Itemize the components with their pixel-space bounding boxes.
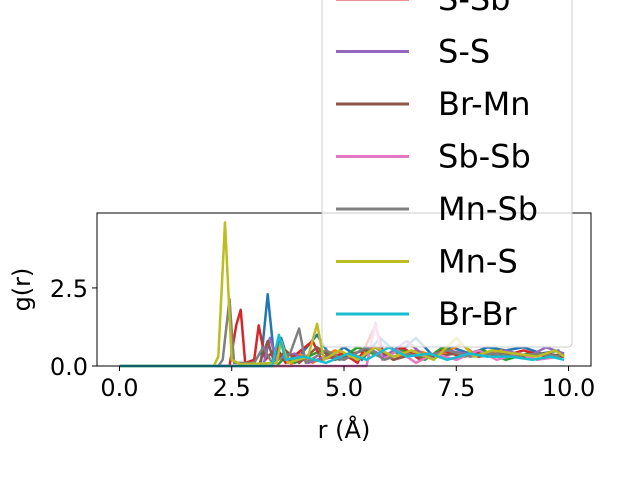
legend-entry-label: Mn-Sb	[438, 190, 538, 228]
y-tick-label: 2.5	[50, 275, 88, 303]
legend-entry-label: Br-Br	[438, 295, 517, 333]
legend-entry-label: S-S	[438, 33, 490, 71]
series-line-br-br	[119, 333, 565, 368]
x-tick-label: 7.5	[437, 374, 475, 402]
series-line-mn-s	[119, 221, 565, 368]
legend: S-Sb S-S Br-Mn Sb-Sb Mn-Sb Mn-S Br-Br	[321, 0, 573, 348]
x-tick-label: 10.0	[542, 374, 595, 402]
x-tick-label: 5.0	[325, 374, 363, 402]
axis-ticks: 0.0 2.5 5.0 7.5 10.0 0.0 2.5	[50, 275, 595, 402]
x-axis-label: r (Å)	[318, 415, 371, 444]
y-tick-label: 0.0	[50, 353, 88, 381]
series-line-unlabeled-1	[119, 292, 560, 368]
legend-entry-label: Sb-Sb	[438, 138, 531, 176]
y-axis-label: g(r)	[8, 268, 36, 312]
x-tick-label: 0.0	[100, 374, 138, 402]
x-tick-label: 2.5	[213, 374, 251, 402]
legend-entry-label: Mn-S	[438, 243, 518, 281]
legend-entry-label: Br-Mn	[438, 85, 531, 123]
legend-entry-label: S-Sb	[438, 0, 510, 18]
